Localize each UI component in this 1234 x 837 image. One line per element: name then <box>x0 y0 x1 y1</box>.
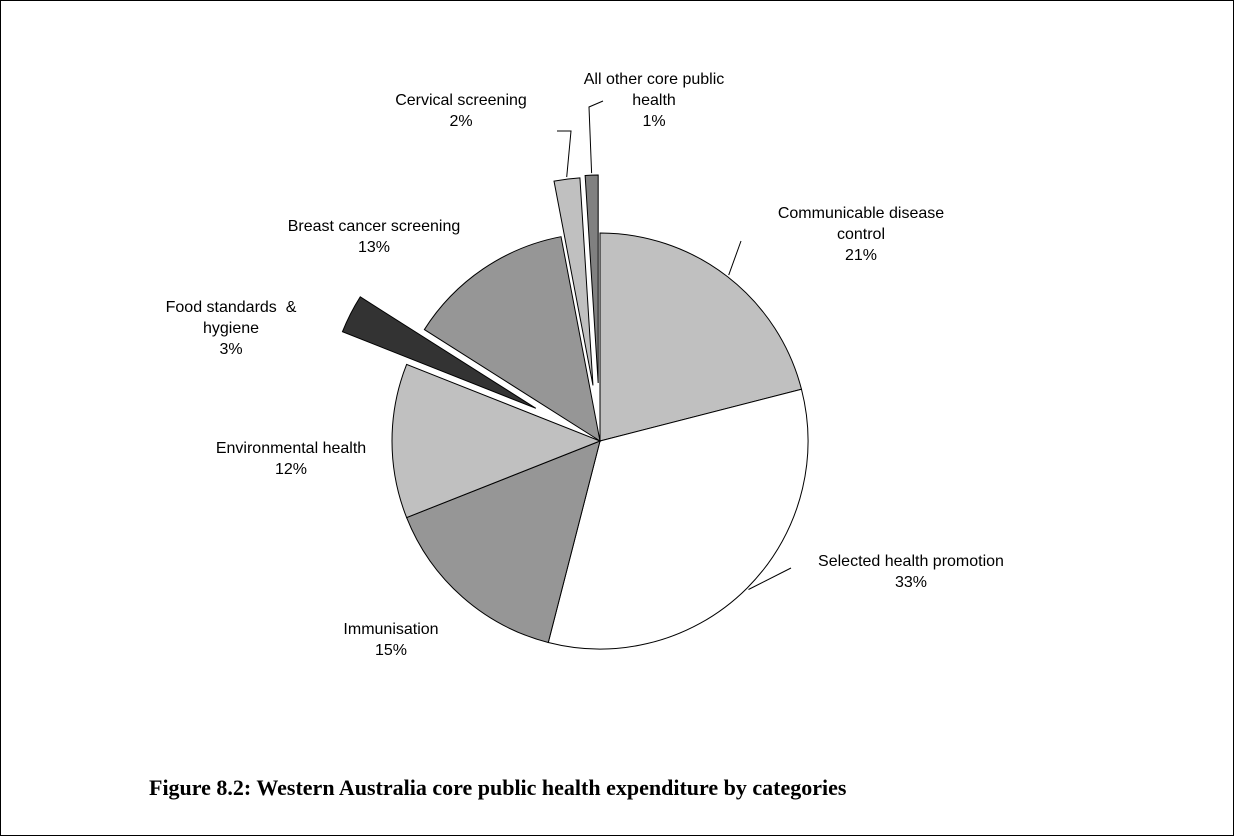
slice-label-cervical-screening: Cervical screening 2% <box>356 90 566 132</box>
slice-name: Cervical screening <box>395 92 527 109</box>
slice-label-selected-health-promotion: Selected health promotion 33% <box>771 551 1051 593</box>
slice-percent: 15% <box>374 642 408 659</box>
slice-label-all-other-core-public-health: All other core public health 1% <box>569 69 739 132</box>
leader-line <box>748 567 792 590</box>
slice-label-environmental-health: Environmental health 12% <box>171 438 411 480</box>
figure-caption: Figure 8.2: Western Australia core publi… <box>149 775 847 800</box>
pie-slice-environmental-health <box>391 363 602 519</box>
pie-slice-cervical-screening <box>553 177 594 386</box>
slice-label-food-standards-hygiene: Food standards & hygiene 3% <box>151 297 311 360</box>
pie-slice-immunisation <box>405 440 601 644</box>
slice-percent: 13% <box>357 239 391 256</box>
slice-label-immunisation: Immunisation 15% <box>301 619 481 661</box>
slice-label-breast-cancer-screening: Breast cancer screening 13% <box>239 216 509 258</box>
slice-name: Food standards & hygiene <box>165 299 301 337</box>
slice-name: Environmental health <box>215 440 367 457</box>
pie-slice-breast-cancer-screening <box>423 236 601 443</box>
slice-name: Immunisation <box>343 621 439 638</box>
leader-line <box>588 100 604 174</box>
slice-percent: 2% <box>449 113 473 130</box>
leader-line <box>557 130 572 178</box>
slice-percent: 1% <box>642 113 666 130</box>
slice-label-communicable-disease-control: Communicable disease control 21% <box>741 203 981 266</box>
slice-percent: 33% <box>894 574 928 591</box>
slice-name: All other core public health <box>583 71 725 109</box>
pie-slice-food-standards-hygiene <box>341 296 537 409</box>
pie-slice-communicable-disease-control <box>599 232 803 442</box>
pie-slice-selected-health-promotion <box>547 388 809 650</box>
slice-name: Communicable disease control <box>777 205 945 243</box>
slice-name: Selected health promotion <box>818 553 1004 570</box>
slice-percent: 21% <box>844 247 878 264</box>
slice-percent: 3% <box>219 341 243 358</box>
leader-line <box>728 240 742 276</box>
slice-name: Breast cancer screening <box>287 218 461 235</box>
slice-percent: 12% <box>274 461 308 478</box>
pie-slice-all-other-core-public-health <box>584 174 599 384</box>
